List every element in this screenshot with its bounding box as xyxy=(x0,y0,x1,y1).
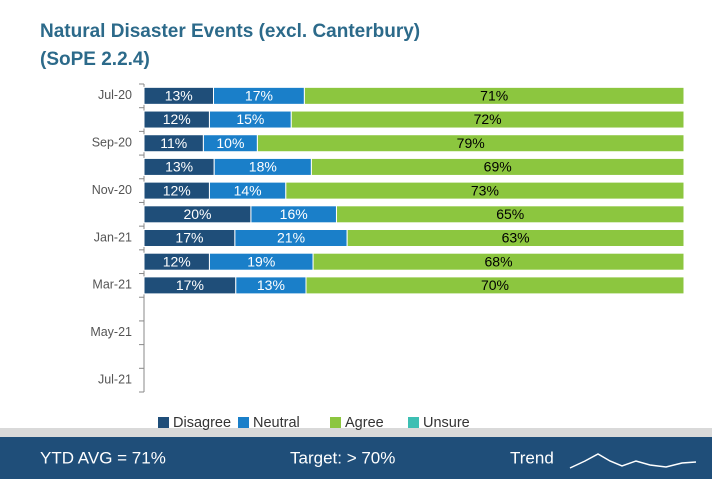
value-label: 14% xyxy=(234,182,262,198)
footer-strip xyxy=(0,428,712,437)
chart-title: Natural Disaster Events (excl. Canterbur… xyxy=(40,21,420,42)
value-label: 63% xyxy=(502,230,530,246)
target: Target: > 70% xyxy=(290,448,395,467)
y-tick-label: Sep-20 xyxy=(92,136,132,150)
value-label: 18% xyxy=(249,159,277,175)
legend-swatch xyxy=(330,417,341,428)
y-tick-label: Nov-20 xyxy=(92,183,132,197)
legend-label: Neutral xyxy=(253,415,300,431)
value-label: 72% xyxy=(474,111,502,127)
y-tick-label: Jul-20 xyxy=(98,88,132,102)
footer-bar xyxy=(0,437,712,479)
value-label: 10% xyxy=(216,135,244,151)
trend-icon xyxy=(569,453,697,469)
bar-segment xyxy=(310,157,685,176)
value-label: 73% xyxy=(471,182,499,198)
value-label: 71% xyxy=(480,88,508,104)
legend-label: Disagree xyxy=(173,415,231,431)
bar-segment xyxy=(305,276,685,295)
chart-subtitle: (SoPE 2.2.4) xyxy=(40,49,150,70)
value-label: 16% xyxy=(280,206,308,222)
legend-label: Unsure xyxy=(423,415,470,431)
value-label: 12% xyxy=(163,111,191,127)
bar-segment xyxy=(256,134,685,153)
value-label: 17% xyxy=(176,277,204,293)
value-label: 21% xyxy=(277,230,305,246)
value-label: 13% xyxy=(165,159,193,175)
legend-swatch xyxy=(408,417,419,428)
bar-segment xyxy=(303,86,685,105)
value-label: 19% xyxy=(247,253,275,269)
value-label: 65% xyxy=(496,206,524,222)
value-label: 12% xyxy=(163,253,191,269)
legend-swatch xyxy=(238,417,249,428)
y-tick-label: Mar-21 xyxy=(92,278,132,292)
value-label: 13% xyxy=(165,88,193,104)
value-label: 17% xyxy=(175,230,203,246)
value-label: 20% xyxy=(183,206,211,222)
legend-swatch xyxy=(158,417,169,428)
value-label: 69% xyxy=(484,159,512,175)
bar-segment xyxy=(285,181,685,200)
y-tick-label: May-21 xyxy=(90,325,132,339)
bar-segment xyxy=(312,252,685,271)
trend-label: Trend xyxy=(510,448,554,467)
value-label: 11% xyxy=(160,135,187,151)
y-tick-label: Jul-21 xyxy=(98,372,132,386)
bar-segment xyxy=(335,205,685,224)
value-label: 15% xyxy=(236,111,264,127)
value-label: 13% xyxy=(257,277,285,293)
value-label: 12% xyxy=(163,182,191,198)
bar-segment xyxy=(290,110,685,129)
value-label: 17% xyxy=(245,88,273,104)
legend-label: Agree xyxy=(345,415,384,431)
value-label: 79% xyxy=(457,135,485,151)
y-tick-label: Jan-21 xyxy=(94,230,132,244)
bar-segment xyxy=(346,229,685,247)
value-label: 68% xyxy=(485,253,513,269)
value-label: 70% xyxy=(481,277,509,293)
ytd-avg: YTD AVG = 71% xyxy=(40,448,166,467)
